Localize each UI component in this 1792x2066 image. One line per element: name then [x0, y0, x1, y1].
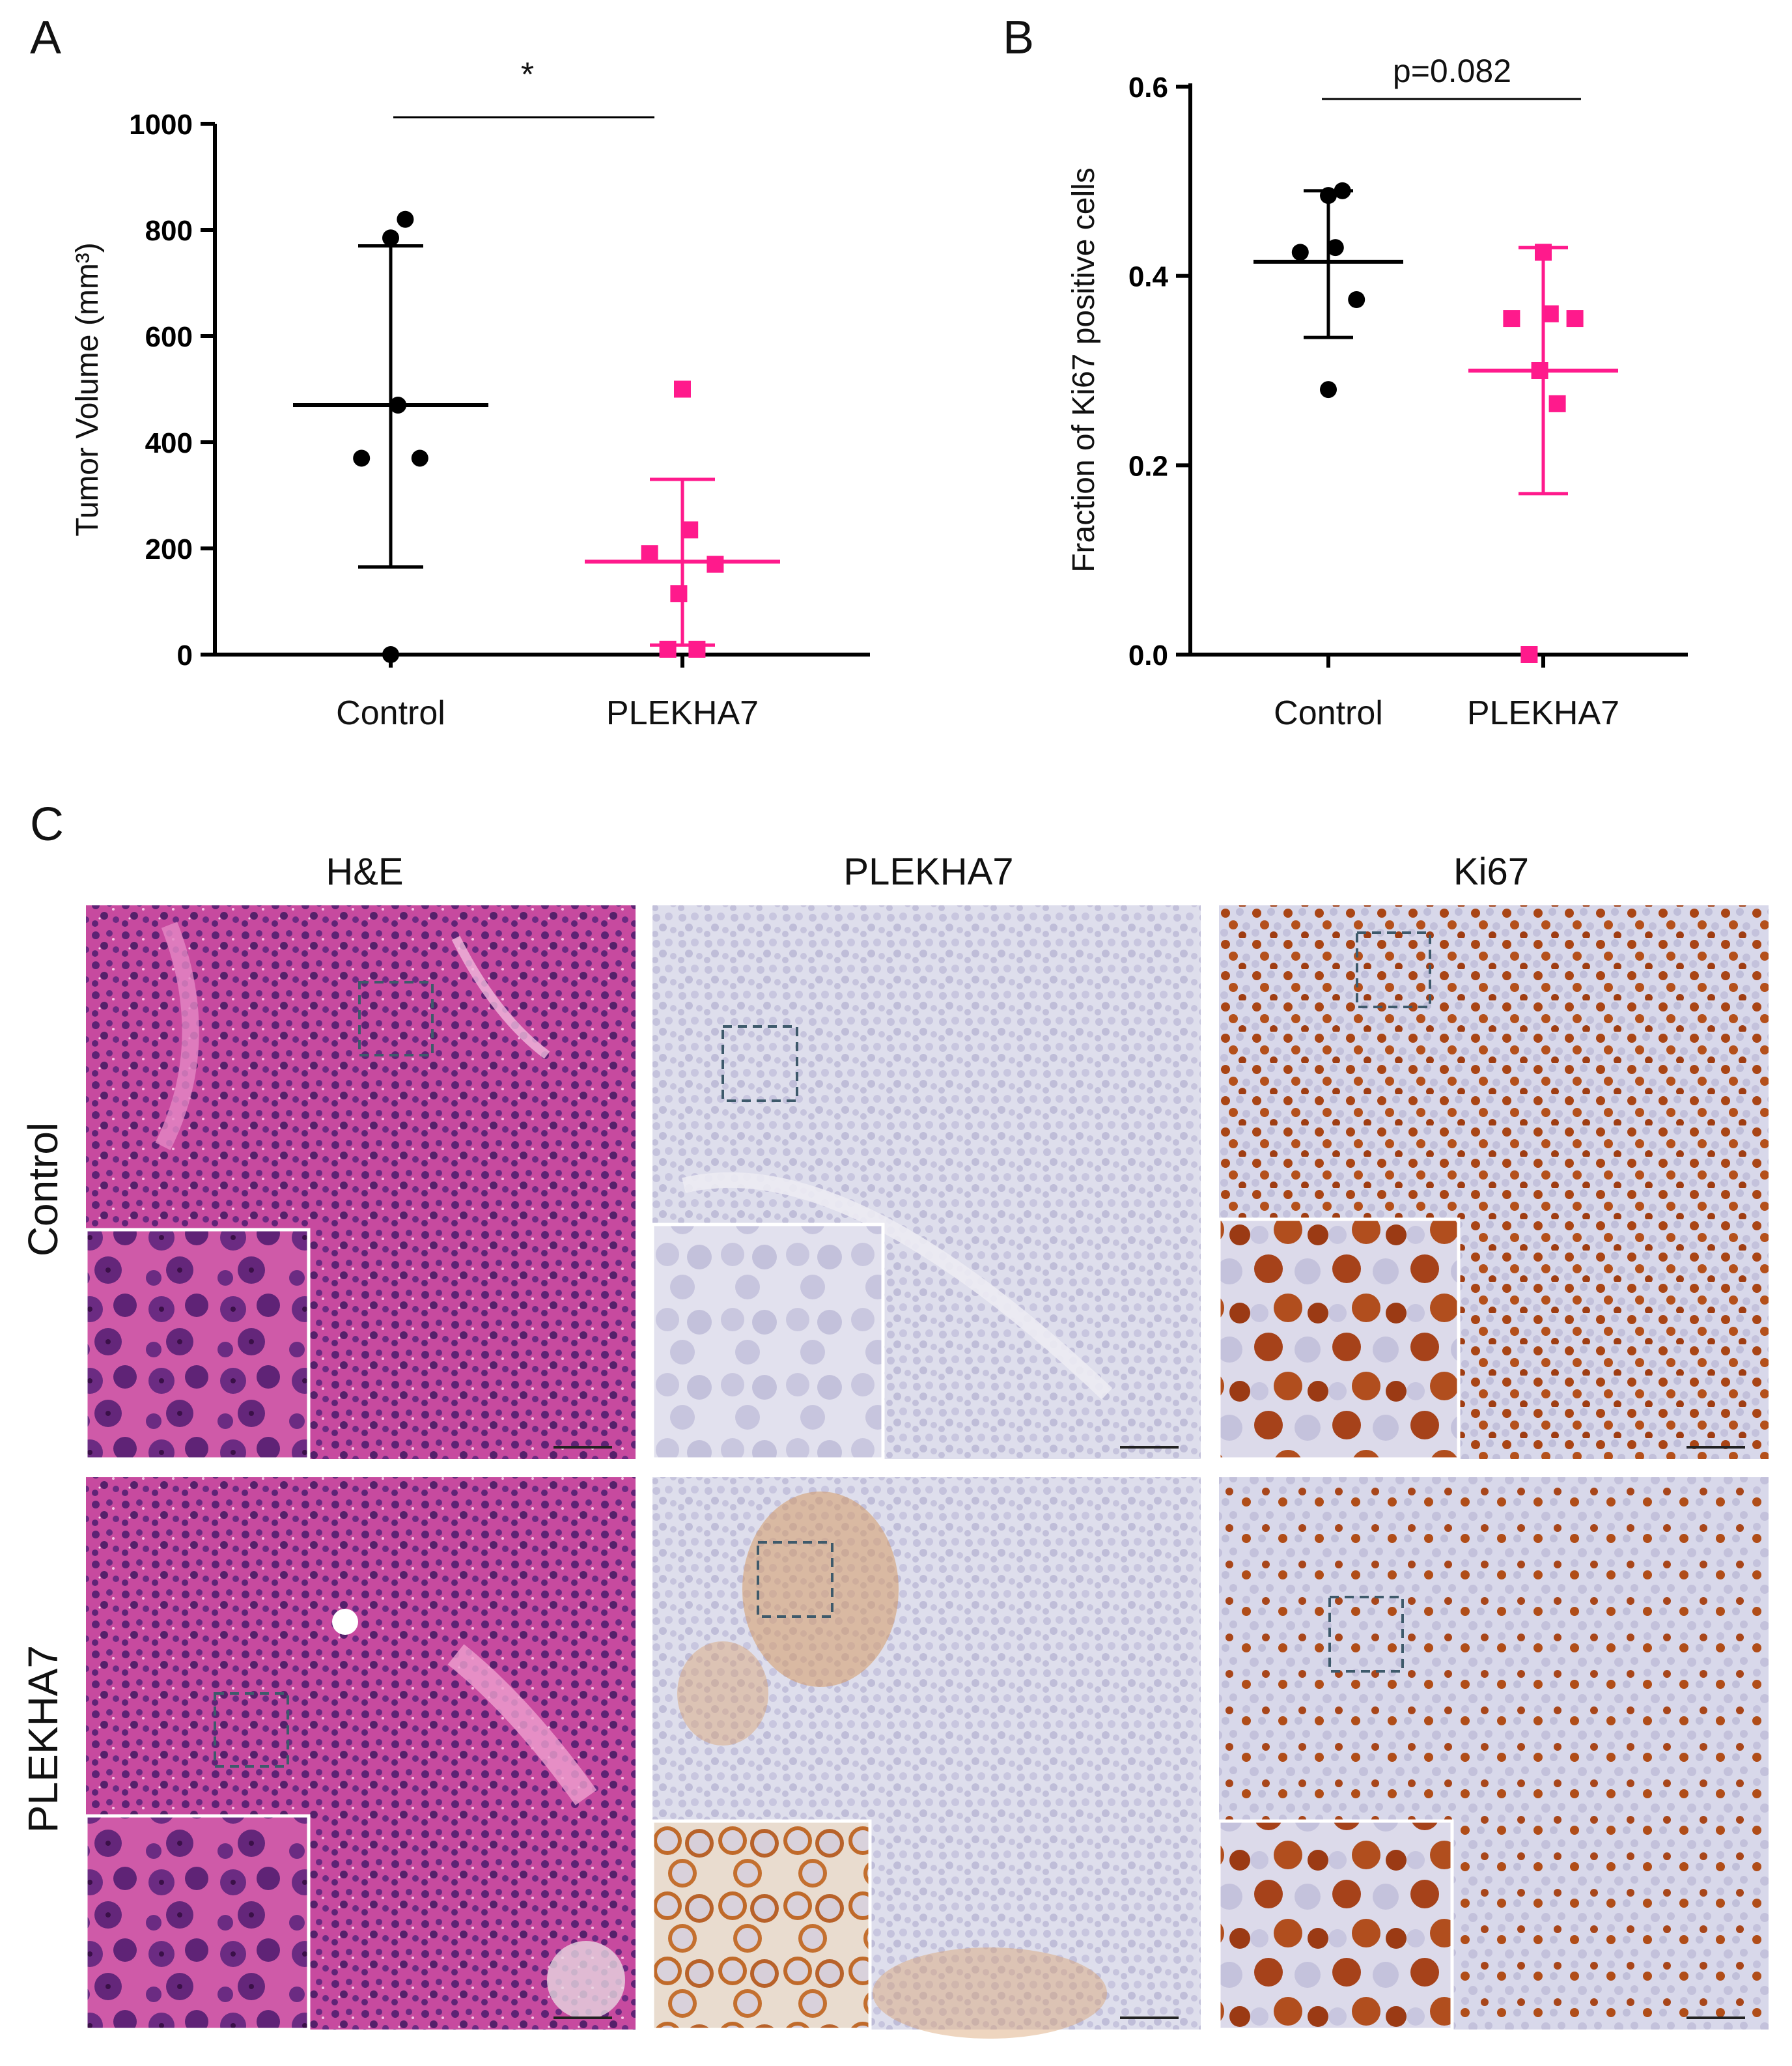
- chart-b-x-tick-label-plekha7: PLEKHA7: [1467, 694, 1619, 732]
- roi-box: [358, 981, 434, 1056]
- zoom-inset: [84, 1228, 311, 1461]
- chart-b-data-point: [1541, 305, 1559, 322]
- zoom-inset: [651, 1819, 872, 2031]
- roi-box: [1356, 931, 1431, 1008]
- micrograph-control-ki67: [1217, 905, 1769, 1461]
- chart-a-y-tick-label: 800: [145, 215, 193, 247]
- chart-b-data-point: [1503, 310, 1520, 328]
- row-label-control: Control: [20, 1122, 66, 1256]
- column-title-plekha7: PLEKHA7: [843, 851, 1013, 893]
- chart-b-x-tick-label-control: Control: [1274, 694, 1383, 732]
- chart-b-y-tick-label: 0.4: [1128, 261, 1169, 293]
- roi-box: [757, 1541, 833, 1618]
- chart-a-data-point: [707, 556, 724, 573]
- chart-a-y-tick-label: 400: [145, 427, 193, 459]
- zoom-inset: [84, 1814, 311, 2031]
- micrograph-plekha7-plekha7: [651, 1477, 1201, 2039]
- micrograph-control-plekha7: [651, 905, 1201, 1461]
- chart-a-data-point: [641, 545, 658, 563]
- chart-a-y-tick-label: 600: [145, 321, 193, 353]
- chart-b-significance-label: p=0.082: [1393, 53, 1511, 89]
- chart-b-data-point: [1548, 395, 1566, 412]
- chart-b-data-point: [1348, 291, 1365, 308]
- zoom-inset: [1217, 1819, 1454, 2031]
- chart-b-data-point: [1320, 187, 1337, 205]
- chart-a-data-point: [670, 585, 688, 602]
- chart-b-ki67-fraction: 0.0 0.2 0.4 0.6 Fraction of Ki67 positive c…: [1067, 53, 1688, 732]
- chart-a-y-tick-label: 0: [177, 640, 193, 672]
- chart-a-data-point: [382, 646, 399, 663]
- chart-b-data-point: [1535, 244, 1552, 261]
- chart-b-data-point: [1531, 362, 1548, 379]
- chart-a-data-point: [411, 449, 428, 467]
- chart-a-significance-label: *: [521, 56, 534, 94]
- chart-a-y-axis-label: Tumor Volume (mm³): [70, 242, 105, 537]
- roi-box: [1328, 1596, 1404, 1673]
- chart-a-tumor-volume: 0 200 400 600 800 1000 Tumor Volume (mm³) Con…: [70, 56, 870, 732]
- chart-a-data-point: [674, 380, 691, 398]
- chart-b-data-point: [1326, 239, 1344, 257]
- micrograph-control-he: [84, 905, 636, 1461]
- chart-b-data-point: [1566, 310, 1584, 328]
- chart-a-y-tick-label: 1000: [129, 109, 193, 141]
- chart-a-data-point: [353, 449, 371, 467]
- chart-b-y-tick-label: 0.2: [1128, 450, 1168, 482]
- chart-b-data-point: [1320, 381, 1337, 399]
- roi-box: [721, 1025, 798, 1102]
- zoom-inset: [1217, 1217, 1461, 1461]
- zoom-inset: [651, 1223, 885, 1461]
- micrograph-plekha7-ki67: [1217, 1477, 1769, 2031]
- chart-b-y-tick-label: 0.6: [1128, 72, 1168, 104]
- chart-a-y-tick-label: 200: [145, 533, 193, 565]
- chart-a-data-point: [382, 229, 399, 247]
- chart-a-x-tick-label-control: Control: [336, 694, 445, 732]
- chart-a-data-point: [389, 396, 407, 414]
- panel-label-c: C: [30, 799, 64, 851]
- panel-label-a: A: [30, 12, 61, 64]
- chart-a-data-point: [659, 640, 677, 658]
- row-label-plekha7: PLEKHA7: [20, 1645, 66, 1833]
- chart-a-data-point: [681, 521, 699, 539]
- chart-a-data-point: [688, 640, 706, 658]
- chart-b-data-point: [1520, 646, 1538, 663]
- roi-box: [214, 1692, 289, 1768]
- chart-b-data-point: [1334, 182, 1351, 199]
- column-title-he: H&E: [326, 851, 403, 893]
- chart-a-x-tick-label-plekha7: PLEKHA7: [606, 694, 759, 732]
- chart-b-data-point: [1291, 244, 1309, 261]
- chart-b-y-tick-label: 0.0: [1128, 640, 1168, 672]
- chart-a-data-point: [397, 210, 414, 228]
- panel-label-b: B: [1003, 12, 1034, 64]
- chart-b-y-axis-label: Fraction of Ki67 positive cells: [1067, 167, 1101, 573]
- micrograph-plekha7-he: [84, 1477, 636, 2031]
- column-title-ki67: Ki67: [1453, 851, 1529, 893]
